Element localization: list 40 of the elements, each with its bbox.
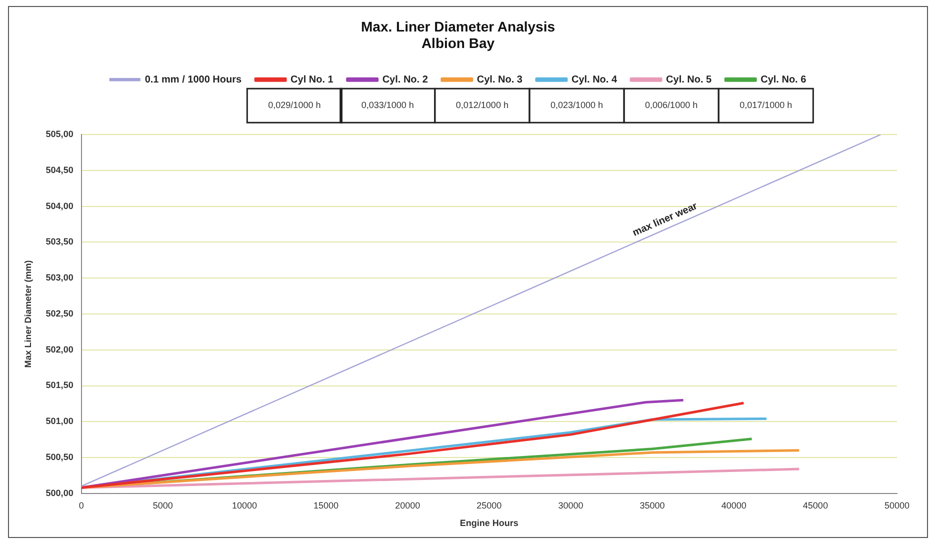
legend-label: 0.1 mm / 1000 Hours bbox=[144, 74, 242, 86]
x-tick-label: 15000 bbox=[314, 500, 339, 510]
text: 0,017/1000 h bbox=[740, 100, 792, 110]
x-tick-label: 50000 bbox=[884, 500, 910, 510]
x-tick-label: 20000 bbox=[395, 500, 420, 510]
y-tick-label: 502,00 bbox=[46, 344, 74, 354]
y-axis-title: Max Liner Diameter (mm) bbox=[22, 260, 33, 368]
text: 0,033/1000 h bbox=[361, 100, 414, 110]
text: 0,012/1000 h bbox=[456, 100, 508, 110]
x-tick-label: 35000 bbox=[640, 500, 665, 510]
y-tick-label: 500,00 bbox=[46, 488, 74, 498]
y-tick-label: 501,50 bbox=[46, 380, 74, 390]
chart-subtitle: Albion Bay bbox=[421, 35, 495, 52]
y-tick-label: 500,50 bbox=[46, 452, 74, 462]
x-tick-label: 10000 bbox=[232, 500, 257, 510]
x-tick-label: 5000 bbox=[152, 500, 173, 510]
x-tick-label: 30000 bbox=[558, 500, 584, 510]
annotation: max liner wear bbox=[631, 200, 700, 239]
x-tick-label: 0 bbox=[78, 500, 84, 510]
y-tick-label: 504,50 bbox=[46, 164, 74, 175]
text: 0,006/1000 h bbox=[645, 100, 698, 110]
y-tick-label: 505,00 bbox=[46, 129, 74, 140]
x-tick-label: 45000 bbox=[802, 500, 828, 510]
text: 0,023/1000 h bbox=[550, 100, 604, 110]
legend-label: Cyl No. 1 bbox=[290, 74, 334, 86]
legend-label: Cyl. No. 6 bbox=[760, 74, 807, 86]
y-tick-label: 503,50 bbox=[46, 236, 74, 247]
x-tick-label: 40000 bbox=[721, 500, 746, 510]
legend-label: Cyl. No. 3 bbox=[476, 74, 523, 86]
y-tick-label: 501,00 bbox=[46, 416, 74, 426]
chart-title: Max. Liner Diameter Analysis bbox=[360, 18, 556, 34]
legend-label: Cyl. No. 4 bbox=[571, 74, 618, 86]
legend-label: Cyl. No. 2 bbox=[382, 74, 428, 86]
y-tick-label: 502,50 bbox=[46, 308, 74, 318]
y-tick-label: 504,00 bbox=[46, 200, 74, 211]
legend-label: Cyl. No. 5 bbox=[666, 74, 712, 86]
text: 0,029/1000 h bbox=[268, 100, 321, 110]
y-tick-label: 503,00 bbox=[46, 272, 74, 283]
x-tick-label: 25000 bbox=[476, 500, 502, 510]
x-axis-title: Engine Hours bbox=[460, 518, 518, 528]
